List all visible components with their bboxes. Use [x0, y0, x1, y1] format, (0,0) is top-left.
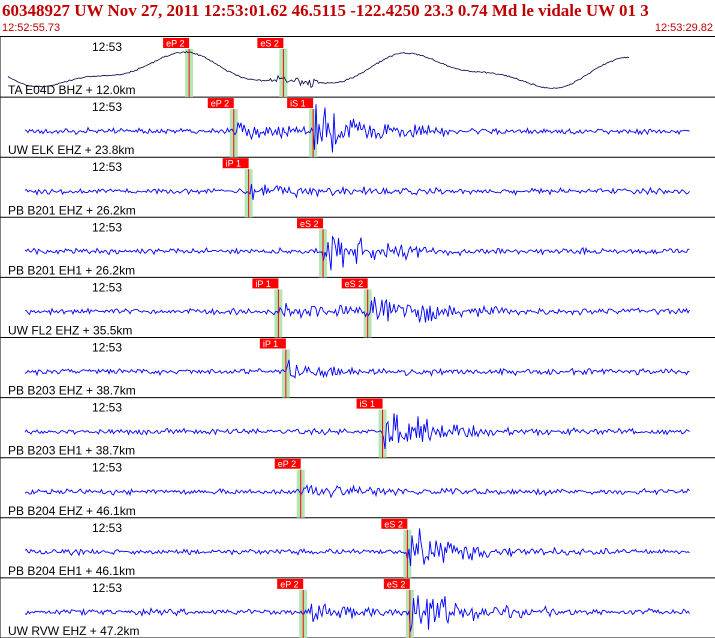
- waveform-line: [24, 413, 690, 450]
- trace-row[interactable]: iP 1 12:53 PB B203 EHZ + 38.7km: [0, 337, 715, 399]
- pick-label: iS 1: [290, 99, 306, 109]
- trace-station-label: PB B204 EHZ + 46.1km: [8, 504, 136, 518]
- waveform-line: [24, 296, 690, 323]
- pick-label: eP 2: [166, 39, 184, 49]
- trace-row[interactable]: eP 2 eS 2 12:53 TA E04D BHZ + 12.0km: [0, 37, 715, 98]
- trace-station-label: PB B203 EHZ + 38.7km: [8, 384, 136, 398]
- pick-label: eP 2: [211, 99, 229, 109]
- pick-label-box[interactable]: [207, 98, 234, 109]
- trace-row[interactable]: eP 2 12:53 PB B204 EHZ + 46.1km: [0, 457, 715, 519]
- pick-label-box[interactable]: [383, 578, 410, 589]
- pick-label-box[interactable]: [252, 278, 279, 289]
- pick-label-box[interactable]: [341, 278, 368, 289]
- waveform-line: [24, 235, 690, 271]
- pick-label-box[interactable]: [274, 458, 301, 469]
- trace-station-label: PB B204 EH1 + 46.1km: [8, 564, 135, 578]
- trace-time-label: 12:53: [92, 160, 122, 174]
- trace-row[interactable]: eP 2 eS 2 12:53 UW RVW EHZ + 47.2km: [0, 577, 715, 638]
- trace-station-label: UW RVW EHZ + 47.2km: [8, 624, 139, 638]
- trace-time-label: 12:53: [92, 521, 122, 535]
- trace-station-label: UW FL2 EHZ + 35.5km: [8, 324, 132, 338]
- trace-time-label: 12:53: [92, 461, 122, 475]
- pick-label: eP 2: [278, 459, 296, 469]
- pick-label-box[interactable]: [381, 518, 408, 529]
- pick-label: iP 1: [255, 279, 270, 289]
- event-title: 60348927 UW Nov 27, 2011 12:53:01.62 46.…: [2, 1, 649, 20]
- waveform-line: [24, 104, 690, 153]
- window-end-time: 12:53:29.82: [654, 22, 713, 34]
- pick-label-box[interactable]: [297, 218, 324, 229]
- pick-label-box[interactable]: [287, 98, 314, 109]
- trace-station-label: PB B201 EH1 + 26.2km: [8, 263, 135, 277]
- pick-label-box[interactable]: [222, 158, 249, 169]
- trace-time-label: 12:53: [92, 220, 122, 234]
- trace-time-label: 12:53: [92, 100, 122, 114]
- trace-station-label: TA E04D BHZ + 12.0km: [8, 83, 136, 97]
- trace-station-label: PB B201 EHZ + 26.2km: [8, 203, 136, 217]
- trace-row[interactable]: eS 2 12:53 PB B204 EH1 + 46.1km: [0, 517, 715, 579]
- pick-label: eP 2: [280, 579, 298, 589]
- pick-label-box[interactable]: [257, 38, 284, 48]
- trace-time-label: 12:53: [92, 581, 122, 595]
- pick-label: eS 2: [384, 519, 403, 529]
- pick-label-box[interactable]: [259, 338, 286, 349]
- pick-label: eS 2: [300, 219, 319, 229]
- waveform-line: [24, 528, 690, 567]
- trace-row[interactable]: iP 1 eS 2 12:53 UW FL2 EHZ + 35.5km: [0, 277, 715, 338]
- header-divider: [0, 36, 715, 37]
- window-start-time: 12:52:55.73: [2, 22, 61, 34]
- trace-row[interactable]: iP 1 12:53 PB B201 EHZ + 26.2km: [0, 157, 715, 218]
- pick-label: eS 2: [387, 579, 406, 589]
- trace-station-label: UW ELK EHZ + 23.8km: [8, 143, 134, 157]
- trace-row[interactable]: iS 1 12:53 PB B203 EH1 + 38.7km: [0, 397, 715, 459]
- waveform-line: [24, 184, 690, 200]
- pick-label: iS 1: [360, 399, 376, 409]
- pick-label: iP 1: [263, 339, 278, 349]
- pick-label: iP 1: [226, 159, 241, 169]
- pick-label-box[interactable]: [163, 38, 190, 48]
- waveform-line: [24, 595, 690, 632]
- waveform-line: [7, 51, 630, 89]
- trace-time-label: 12:53: [92, 341, 122, 355]
- waveform-line: [24, 484, 690, 499]
- trace-row[interactable]: eP 2 iS 1 12:53 UW ELK EHZ + 23.8km: [0, 97, 715, 158]
- trace-time-label: 12:53: [92, 280, 122, 294]
- pick-label-box[interactable]: [277, 578, 304, 589]
- event-header: 60348927 UW Nov 27, 2011 12:53:01.62 46.…: [0, 0, 715, 37]
- waveform-line: [24, 359, 690, 379]
- trace-row[interactable]: eS 2 12:53 PB B201 EH1 + 26.2km: [0, 217, 715, 278]
- pick-label: eS 2: [260, 39, 279, 49]
- trace-station-label: PB B203 EH1 + 38.7km: [8, 444, 135, 458]
- trace-time-label: 12:53: [92, 40, 122, 54]
- pick-label: eS 2: [345, 279, 364, 289]
- pick-label-box[interactable]: [356, 398, 383, 409]
- trace-time-label: 12:53: [92, 401, 122, 415]
